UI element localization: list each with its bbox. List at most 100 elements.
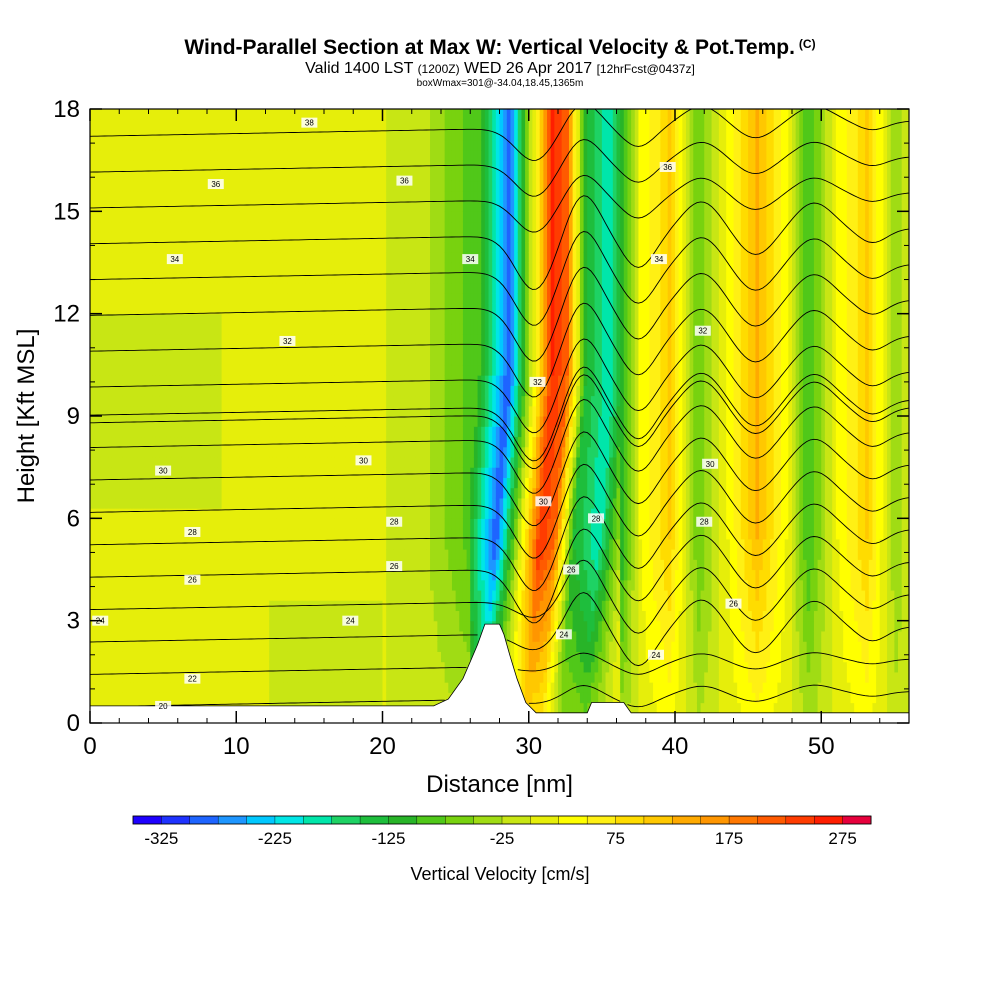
velocity-cell — [320, 282, 325, 294]
velocity-cell — [243, 487, 248, 499]
velocity-cell — [353, 211, 358, 223]
velocity-cell — [100, 201, 106, 212]
velocity-cell — [108, 651, 113, 663]
velocity-cell — [305, 508, 310, 519]
velocity-cell — [210, 149, 215, 161]
velocity-cell — [269, 579, 274, 591]
velocity-cell — [250, 630, 256, 642]
velocity-cell — [210, 630, 215, 642]
velocity-cell — [360, 508, 365, 519]
velocity-cell — [364, 436, 369, 448]
velocity-cell — [349, 395, 354, 407]
velocity-cell — [338, 579, 343, 591]
velocity-cell — [217, 436, 223, 448]
velocity-cell — [236, 518, 241, 530]
velocity-cell — [207, 579, 212, 591]
velocity-cell — [345, 313, 351, 325]
velocity-cell — [207, 405, 212, 417]
velocity-cell — [188, 610, 193, 622]
velocity-cell — [371, 426, 376, 438]
velocity-cell — [119, 416, 124, 427]
velocity-cell — [185, 252, 190, 264]
velocity-cell — [199, 190, 204, 202]
velocity-cell — [261, 610, 267, 622]
velocity-cell — [331, 426, 336, 438]
velocity-cell — [152, 231, 157, 243]
velocity-cell — [331, 692, 336, 704]
velocity-cell — [192, 303, 197, 315]
velocity-cell — [122, 211, 128, 223]
velocity-cell — [122, 139, 128, 151]
velocity-cell — [331, 170, 336, 182]
velocity-cell — [320, 671, 325, 683]
velocity-cell — [207, 149, 212, 161]
velocity-cell — [283, 201, 289, 212]
velocity-cell — [356, 354, 362, 366]
velocity-cell — [221, 549, 226, 560]
velocity-cell — [170, 487, 175, 499]
velocity-cell — [163, 170, 168, 182]
velocity-cell — [137, 651, 142, 663]
velocity-cell — [111, 119, 117, 131]
velocity-cell — [356, 221, 362, 233]
velocity-cell — [133, 344, 139, 356]
velocity-cell — [250, 692, 256, 704]
velocity-cell — [126, 129, 131, 141]
velocity-cell — [225, 282, 230, 294]
velocity-cell — [334, 538, 340, 550]
velocity-cell — [199, 119, 204, 131]
velocity-cell — [250, 508, 256, 519]
velocity-cell — [386, 109, 391, 120]
velocity-cell — [382, 149, 387, 161]
velocity-cell — [214, 641, 219, 652]
velocity-cell — [119, 395, 124, 407]
velocity-cell — [298, 508, 303, 519]
velocity-cell — [250, 221, 256, 233]
velocity-cell — [126, 149, 131, 161]
velocity-cell — [272, 170, 278, 182]
velocity-cell — [137, 610, 142, 622]
velocity-cell — [367, 487, 373, 499]
velocity-cell — [298, 303, 303, 315]
velocity-cell — [177, 446, 183, 458]
velocity-cell — [294, 293, 300, 305]
velocity-cell — [261, 416, 267, 427]
velocity-cell — [115, 630, 120, 642]
velocity-cell — [356, 313, 362, 325]
velocity-cell — [228, 549, 234, 560]
velocity-cell — [148, 538, 153, 550]
velocity-cell — [298, 416, 303, 427]
velocity-cell — [152, 487, 157, 499]
velocity-cell — [155, 682, 161, 693]
velocity-cell — [389, 293, 395, 305]
velocity-cell — [331, 344, 336, 356]
velocity-cell — [324, 528, 329, 540]
velocity-cell — [313, 170, 318, 182]
velocity-cell — [254, 549, 259, 560]
velocity-cell — [258, 252, 263, 264]
velocity-cell — [174, 487, 179, 499]
velocity-cell — [272, 416, 278, 427]
velocity-cell — [236, 405, 241, 417]
velocity-cell — [305, 692, 310, 704]
velocity-cell — [313, 272, 318, 284]
velocity-cell — [327, 641, 332, 652]
velocity-cell — [254, 559, 259, 571]
velocity-cell — [382, 201, 387, 212]
velocity-cell — [163, 221, 168, 233]
velocity-cell — [265, 385, 270, 397]
velocity-cell — [181, 323, 186, 335]
velocity-cell — [298, 589, 303, 601]
velocity-cell — [214, 139, 219, 151]
velocity-cell — [287, 129, 292, 141]
velocity-cell — [320, 272, 325, 284]
velocity-cell — [243, 323, 248, 335]
velocity-cell — [291, 221, 296, 233]
velocity-cell — [309, 477, 314, 489]
velocity-cell — [217, 579, 223, 591]
velocity-cell — [152, 528, 157, 540]
velocity-cell — [338, 242, 343, 253]
velocity-cell — [192, 242, 197, 253]
velocity-cell — [302, 252, 307, 264]
velocity-cell — [133, 405, 139, 417]
